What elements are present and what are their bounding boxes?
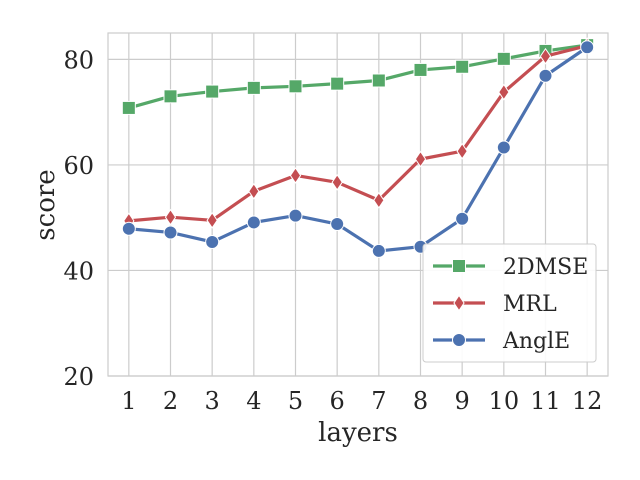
y-tick-labels: 20 40 60 80 <box>63 46 94 391</box>
data-point <box>373 191 385 209</box>
data-point <box>331 173 343 191</box>
legend-frame <box>422 243 597 363</box>
legend-marker <box>453 294 465 312</box>
data-point <box>205 84 220 99</box>
data-point <box>288 79 303 94</box>
data-point <box>121 221 136 236</box>
x-tick-label: 8 <box>413 387 428 415</box>
legend-item: 2DMSE <box>433 255 588 280</box>
data-point <box>163 225 178 240</box>
data-point <box>246 80 261 95</box>
data-point <box>498 83 510 101</box>
data-point <box>539 47 552 65</box>
legend-marker <box>452 333 466 347</box>
legend-marker <box>452 259 466 273</box>
data-point <box>205 234 220 249</box>
data-point <box>121 100 136 115</box>
x-tick-label: 3 <box>205 387 220 415</box>
x-tick-label: 11 <box>530 387 561 415</box>
x-tick-label: 1 <box>121 387 136 415</box>
series-angle <box>121 40 595 258</box>
data-point <box>246 215 261 230</box>
x-tick-label: 10 <box>489 387 520 415</box>
legend-label: AnglE <box>502 329 570 354</box>
data-point <box>248 182 260 200</box>
data-point <box>414 150 427 168</box>
data-point <box>371 73 386 88</box>
x-tick-label: 9 <box>455 387 470 415</box>
x-tick-label: 5 <box>288 387 303 415</box>
x-tick-label: 2 <box>163 387 178 415</box>
x-tick-label: 7 <box>371 387 386 415</box>
series-line <box>128 45 589 253</box>
x-tick-label: 6 <box>330 387 345 415</box>
data-point <box>164 208 177 226</box>
data-point <box>289 167 302 184</box>
data-point <box>538 68 553 83</box>
series-line <box>128 44 588 223</box>
data-point <box>496 51 511 66</box>
x-axis-label: layers <box>318 418 398 448</box>
data-point <box>330 217 345 232</box>
x-tick-label: 12 <box>572 387 603 415</box>
data-point <box>330 76 345 91</box>
legend-label: 2DMSE <box>503 255 588 280</box>
data-point <box>206 211 218 229</box>
y-tick-label: 40 <box>63 257 94 285</box>
y-axis-label: score <box>31 169 61 240</box>
legend-item: AnglE <box>433 329 570 354</box>
data-point <box>455 211 470 226</box>
y-tick-label: 60 <box>63 152 94 180</box>
data-point <box>288 208 303 223</box>
data-point <box>163 89 178 104</box>
data-point <box>455 59 470 74</box>
x-tick-labels: 1 2 3 4 5 6 7 8 9 10 11 12 <box>121 387 602 415</box>
data-point <box>580 40 595 55</box>
data-point <box>413 62 428 77</box>
data-point <box>371 243 386 258</box>
y-tick-label: 80 <box>63 46 94 74</box>
legend: 2DMSE MRL AnglE <box>422 243 597 363</box>
legend-label: MRL <box>503 292 557 317</box>
legend-item: MRL <box>433 292 557 317</box>
x-tick-label: 4 <box>246 387 261 415</box>
data-point <box>456 142 468 160</box>
y-tick-label: 20 <box>63 363 94 391</box>
series-group <box>121 37 595 258</box>
series-2dmse <box>121 38 595 115</box>
data-point <box>496 140 511 155</box>
